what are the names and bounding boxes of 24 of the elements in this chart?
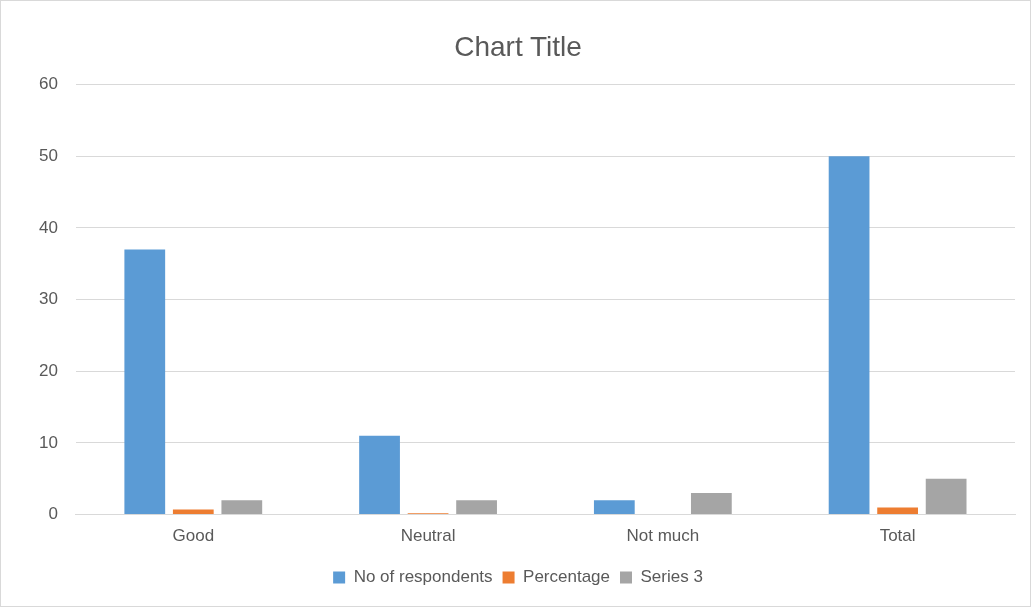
bar	[221, 500, 263, 515]
y-tick-label: 0	[48, 504, 58, 524]
x-tick-label: Not much	[626, 526, 700, 546]
y-tick-label: 20	[38, 360, 58, 380]
bar	[828, 156, 870, 515]
x-tick-label: Total	[879, 526, 916, 546]
legend-label: No of respondents	[353, 567, 493, 587]
bar	[593, 500, 635, 515]
x-tick-label: Neutral	[400, 526, 456, 546]
y-tick-label: 50	[38, 145, 58, 165]
bar	[877, 507, 918, 515]
chart-title: Chart Title	[454, 30, 582, 62]
bar	[690, 493, 732, 515]
y-tick-label: 40	[38, 217, 58, 237]
bar	[925, 478, 967, 515]
legend-label: Series 3	[640, 567, 703, 587]
y-tick-label: 60	[38, 74, 58, 94]
legend-label: Percentage	[523, 567, 611, 587]
bar	[359, 435, 400, 515]
y-tick-label: 30	[38, 289, 58, 309]
bar	[124, 249, 166, 515]
bar	[456, 500, 497, 515]
x-tick-label: Good	[172, 526, 215, 546]
y-tick-label: 10	[38, 432, 58, 452]
